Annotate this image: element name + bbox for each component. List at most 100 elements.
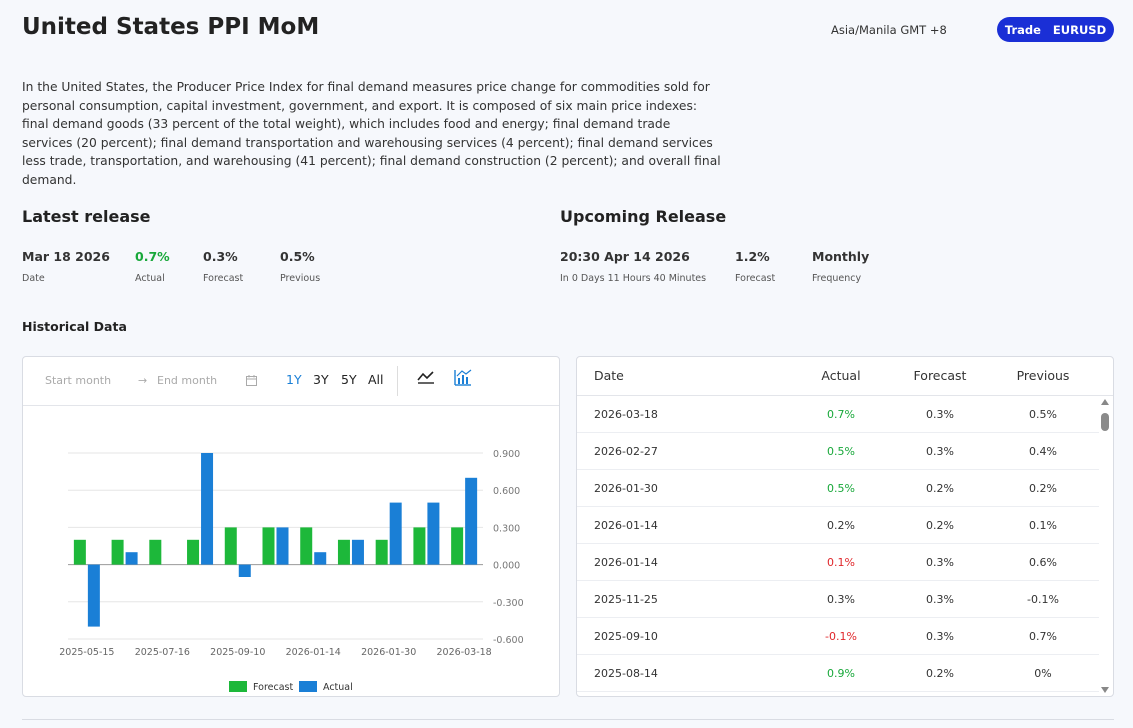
scroll-down-arrow-icon[interactable] [1101, 687, 1109, 693]
latest-actual-value: 0.7% [135, 249, 170, 264]
table-scrollbar[interactable] [1099, 397, 1111, 695]
upcoming-release-title: Upcoming Release [560, 207, 727, 226]
page-title: United States PPI MoM [22, 14, 320, 40]
range-arrow-icon: → [138, 374, 148, 387]
timezone-label[interactable]: Asia/Manila GMT +8 [831, 23, 947, 37]
cell-actual: 0.1% [827, 556, 855, 569]
table-row[interactable]: 2025-09-10 -0.1% 0.3% 0.7% [577, 618, 1099, 655]
cell-actual: 0.3% [827, 593, 855, 606]
latest-previous-value: 0.5% [280, 249, 315, 264]
range-all-button[interactable]: All [368, 372, 384, 387]
line-chart-icon[interactable] [417, 369, 435, 385]
range-3y-button[interactable]: 3Y [313, 372, 329, 387]
cell-previous: -0.1% [1027, 593, 1059, 606]
cell-forecast: 0.3% [926, 445, 954, 458]
forecast-bar [187, 539, 200, 565]
cell-previous: 0.7% [1029, 630, 1057, 643]
table-row[interactable]: 2025-11-25 0.3% 0.3% -0.1% [577, 581, 1099, 618]
latest-actual-label: Actual [135, 273, 165, 284]
x-tick-label: 2025-05-15 [59, 647, 114, 658]
upcoming-time-stat: 20:30 Apr 14 2026 In 0 Days 11 Hours 40 … [560, 249, 706, 284]
latest-actual-stat: 0.7% Actual [135, 249, 170, 284]
latest-date-stat: Mar 18 2026 Date [22, 249, 110, 284]
y-tick-label: -0.300 [493, 598, 524, 609]
end-month-input[interactable]: End month [157, 374, 218, 387]
actual-bar [389, 502, 402, 565]
cell-date: 2025-09-10 [594, 630, 658, 643]
cell-forecast: 0.3% [926, 630, 954, 643]
latest-forecast-stat: 0.3% Forecast [203, 249, 243, 284]
toolbar-divider [397, 366, 398, 396]
cell-previous: 0.4% [1029, 445, 1057, 458]
table-row[interactable]: 2026-01-14 0.1% 0.3% 0.6% [577, 544, 1099, 581]
col-previous-header: Previous [1016, 368, 1070, 383]
table-row[interactable]: 2026-03-18 0.7% 0.3% 0.5% [577, 396, 1099, 433]
actual-bar [238, 564, 251, 577]
cell-actual: 0.7% [827, 408, 855, 421]
forecast-bar [73, 539, 86, 565]
col-forecast-header: Forecast [913, 368, 967, 383]
x-tick-label: 2026-01-14 [286, 647, 341, 658]
cell-date: 2026-03-18 [594, 408, 658, 421]
range-5y-button[interactable]: 5Y [341, 372, 357, 387]
forecast-bar [337, 539, 350, 565]
upcoming-frequency-label: Frequency [812, 273, 862, 284]
trade-button-symbol: EURUSD [1052, 22, 1107, 37]
cell-previous: 0.6% [1029, 556, 1057, 569]
cell-actual: 0.2% [827, 519, 855, 532]
indicator-description: In the United States, the Producer Price… [22, 80, 721, 187]
bar-chart-icon[interactable] [454, 369, 472, 386]
latest-date-label: Date [22, 273, 45, 284]
scroll-up-arrow-icon[interactable] [1101, 399, 1109, 405]
cell-date: 2025-11-25 [594, 593, 658, 606]
actual-bar [276, 527, 289, 565]
history-table: Date Actual Forecast Previous 2026-03-18… [576, 356, 1114, 697]
actual-bar [427, 502, 440, 565]
x-tick-label: 2025-07-16 [135, 647, 190, 658]
cell-date: 2026-01-14 [594, 556, 658, 569]
upcoming-forecast-value: 1.2% [735, 249, 770, 264]
cell-date: 2026-02-27 [594, 445, 658, 458]
cell-previous: 0% [1034, 667, 1052, 680]
cell-forecast: 0.3% [926, 556, 954, 569]
range-1y-button[interactable]: 1Y [286, 372, 302, 387]
forecast-bar [451, 527, 464, 565]
actual-legend-label: Actual [323, 682, 353, 693]
cell-forecast: 0.3% [926, 408, 954, 421]
upcoming-forecast-label: Forecast [735, 273, 776, 284]
forecast-bar [375, 539, 388, 565]
table-header: Date Actual Forecast Previous [577, 357, 1113, 396]
table-body: 2026-03-18 0.7% 0.3% 0.5% 2026-02-27 0.5% 0.3%… [577, 396, 1113, 692]
forecast-bar [149, 539, 162, 565]
upcoming-countdown-label: In 0 Days 11 Hours 40 Minutes [560, 273, 707, 284]
cell-actual: 0.9% [827, 667, 855, 680]
col-date-header: Date [594, 368, 624, 383]
table-row[interactable]: 2026-02-27 0.5% 0.3% 0.4% [577, 433, 1099, 470]
cell-forecast: 0.2% [926, 482, 954, 495]
start-month-input[interactable]: Start month [45, 374, 112, 387]
x-tick-label: 2025-09-10 [210, 647, 265, 658]
cell-previous: 0.2% [1029, 482, 1057, 495]
forecast-legend-label: Forecast [253, 682, 293, 693]
latest-release-title: Latest release [22, 207, 151, 226]
cell-forecast: 0.3% [926, 593, 954, 606]
cell-forecast: 0.2% [926, 519, 954, 532]
actual-bar [125, 552, 138, 565]
upcoming-frequency-value: Monthly [812, 249, 870, 264]
y-tick-label: 0.900 [493, 449, 520, 460]
chart-toolbar: Start month → End month 1Y 3Y 5Y All [23, 357, 559, 406]
x-tick-label: 2026-03-18 [437, 647, 492, 658]
cell-actual: 0.5% [827, 445, 855, 458]
scroll-thumb[interactable] [1101, 413, 1109, 431]
table-row[interactable]: 2026-01-30 0.5% 0.2% 0.2% [577, 470, 1099, 507]
table-row[interactable]: 2025-08-14 0.9% 0.2% 0% [577, 655, 1099, 692]
historical-data-title: Historical Data [22, 319, 127, 334]
cell-actual: -0.1% [825, 630, 857, 643]
table-row[interactable]: 2026-01-14 0.2% 0.2% 0.1% [577, 507, 1099, 544]
calendar-icon[interactable] [246, 375, 257, 386]
latest-date-value: Mar 18 2026 [22, 249, 110, 264]
y-tick-label: -0.600 [493, 635, 524, 646]
upcoming-forecast-stat: 1.2% Forecast [735, 249, 775, 284]
trade-button[interactable]: Trade EURUSD [997, 17, 1114, 42]
y-tick-label: 0.000 [493, 561, 520, 572]
